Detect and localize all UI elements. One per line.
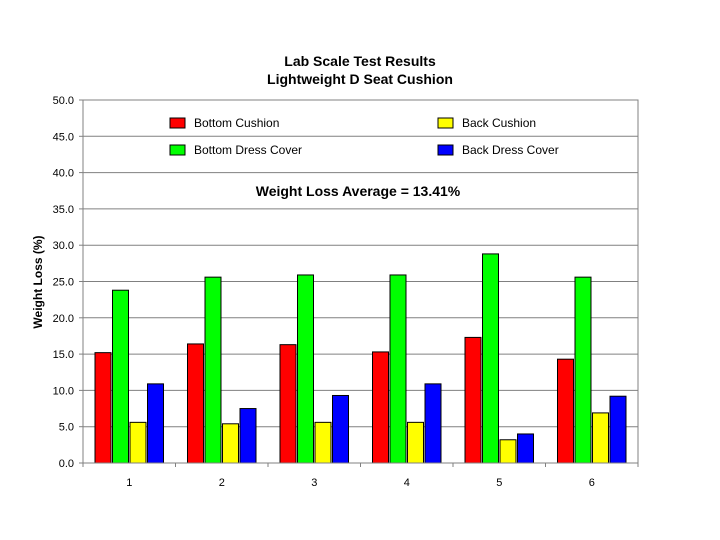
legend-label-back-cushion: Back Cushion	[462, 116, 536, 130]
y-tick-label: 50.0	[53, 95, 74, 107]
legend-swatch-back-cushion	[437, 117, 454, 129]
weight-loss-average-annotation: Weight Loss Average = 13.41%	[256, 183, 461, 199]
y-tick-label: 35.0	[53, 204, 74, 216]
bar-bottom-dress-cover-4	[389, 274, 407, 464]
bar-bottom-cushion-4	[372, 351, 389, 464]
legend-swatch-back-dress-cover	[437, 144, 454, 156]
y-tick-label: 5.0	[59, 422, 74, 434]
bar-back-cushion-1	[129, 421, 147, 464]
bar-bottom-cushion-5	[464, 336, 482, 464]
bar-bottom-dress-cover-6	[574, 276, 592, 464]
bar-back-dress-cover-1	[147, 383, 164, 464]
bars	[94, 253, 627, 464]
y-tick-label: 0.0	[59, 458, 74, 470]
bar-bottom-cushion-6	[557, 358, 574, 464]
bar-bottom-dress-cover-1	[112, 289, 129, 464]
x-tick-label: 6	[589, 477, 595, 489]
x-tick-labels: 1 2 3 4 5 6	[126, 477, 595, 489]
y-tick-label: 25.0	[53, 277, 74, 289]
y-tick-label: 20.0	[53, 313, 74, 325]
bar-bottom-cushion-1	[94, 352, 112, 464]
x-tick-label: 1	[126, 477, 132, 489]
y-tick-labels: 0.0 5.0 10.0 15.0 20.0 25.0 30.0 35.0 40.0 45.0 50…	[53, 95, 74, 470]
chart-subtitle: Lightweight D Seat Cushion	[267, 71, 453, 87]
legend-label-bottom-dress-cover: Bottom Dress Cover	[194, 143, 302, 157]
x-tick-label: 2	[219, 477, 225, 489]
bar-bottom-dress-cover-3	[297, 274, 314, 464]
legend: Bottom Cushion Back Cushion Bottom Dress…	[169, 116, 559, 157]
bar-back-cushion-3	[314, 421, 332, 464]
legend-swatch-bottom-cushion	[169, 117, 186, 129]
y-axis-label: Weight Loss (%)	[31, 235, 45, 328]
x-tick-label: 4	[404, 477, 410, 489]
bar-back-dress-cover-6	[609, 395, 627, 464]
bar-back-dress-cover-4	[424, 383, 442, 464]
bar-back-dress-cover-5	[517, 433, 534, 464]
bar-back-cushion-6	[592, 412, 609, 464]
bar-bottom-cushion-2	[187, 343, 204, 464]
y-tick-label: 10.0	[53, 385, 74, 397]
y-tick-label: 15.0	[53, 349, 74, 361]
legend-label-bottom-cushion: Bottom Cushion	[194, 116, 279, 130]
x-tick-label: 5	[496, 477, 502, 489]
legend-label-back-dress-cover: Back Dress Cover	[462, 143, 559, 157]
bar-back-dress-cover-2	[239, 408, 257, 464]
legend-swatch-bottom-dress-cover	[169, 144, 186, 156]
bar-back-cushion-2	[222, 423, 239, 464]
bar-back-cushion-5	[499, 439, 517, 464]
y-tick-label: 45.0	[53, 131, 74, 143]
bar-back-cushion-4	[407, 421, 424, 464]
bar-bottom-cushion-3	[279, 344, 297, 464]
y-tick-label: 30.0	[53, 240, 74, 252]
bar-bottom-dress-cover-5	[482, 253, 499, 464]
x-tick-label: 3	[311, 477, 317, 489]
chart-title: Lab Scale Test Results	[284, 53, 436, 69]
bar-back-dress-cover-3	[332, 394, 349, 464]
bar-bottom-dress-cover-2	[204, 276, 222, 464]
plot-area-border	[82, 99, 639, 464]
y-tick-label: 40.0	[53, 168, 74, 180]
